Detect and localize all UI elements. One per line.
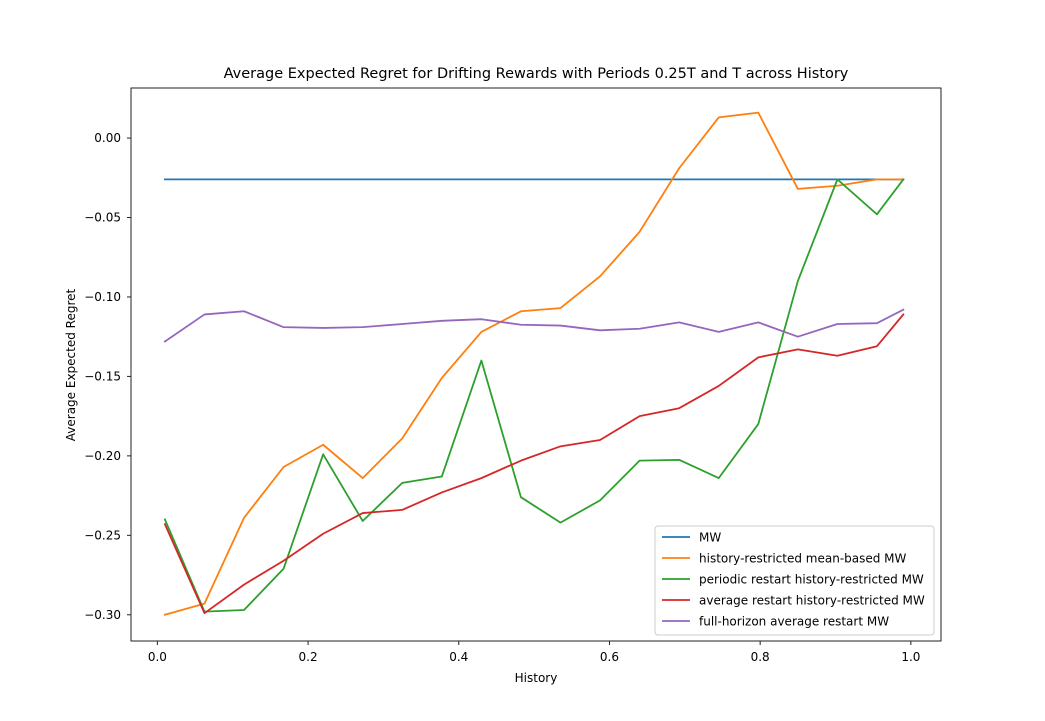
- legend-label-0: MW: [699, 531, 721, 545]
- series-line-3: [163, 313, 905, 615]
- y-tick-label-1: −0.05: [84, 211, 121, 225]
- x-tick-label-2: 0.4: [449, 650, 468, 664]
- x-tick-label-4: 0.8: [751, 650, 770, 664]
- x-tick-label-0: 0.0: [148, 650, 167, 664]
- legend-label-1: history-restricted mean-based MW: [699, 552, 907, 566]
- legend: MW history-restricted mean-based MW period…: [654, 525, 935, 636]
- plot-frame: [130, 87, 942, 642]
- x-axis-ticks: 0.0 0.2 0.4 0.6 0.8 1.0: [148, 641, 920, 664]
- y-tick-label-2: −0.10: [84, 290, 121, 304]
- series-line-4: [163, 308, 905, 343]
- chart-title: Average Expected Regret for Drifting Rew…: [224, 66, 849, 82]
- legend-box: [654, 525, 935, 636]
- x-tick-label-5: 1.0: [901, 650, 920, 664]
- y-tick-label-6: −0.30: [84, 608, 121, 622]
- legend-label-3: average restart history-restricted MW: [699, 594, 925, 608]
- x-tick-label-3: 0.6: [600, 650, 619, 664]
- series-line-1: [163, 111, 905, 616]
- x-axis-label: History: [515, 671, 558, 685]
- y-tick-label-5: −0.25: [84, 528, 121, 542]
- series-line-2: [163, 178, 905, 613]
- y-axis-label: Average Expected Regret: [64, 288, 78, 441]
- y-tick-label-0: 0.00: [94, 131, 121, 145]
- legend-label-4: full-horizon average restart MW: [699, 615, 889, 629]
- y-axis-ticks: 0.00 −0.05 −0.10 −0.15 −0.20 −0.25 −0.30: [84, 131, 131, 622]
- series-layer: [163, 111, 905, 616]
- y-tick-label-4: −0.20: [84, 449, 121, 463]
- legend-label-2: periodic restart history-restricted MW: [699, 573, 924, 587]
- y-tick-label-3: −0.15: [84, 369, 121, 383]
- legend-entries: MW history-restricted mean-based MW period…: [662, 531, 925, 629]
- x-tick-label-1: 0.2: [299, 650, 318, 664]
